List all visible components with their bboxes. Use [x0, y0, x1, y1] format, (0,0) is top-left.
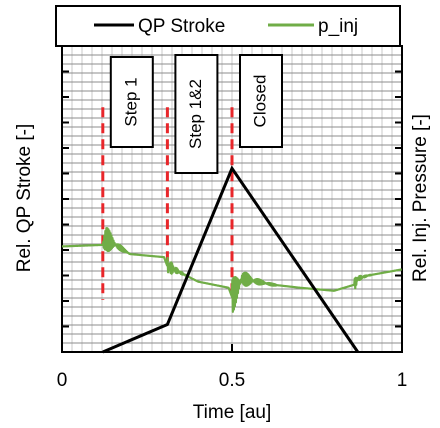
legend-label-p-inj: p_inj	[318, 16, 358, 37]
legend: QP Stroke p_inj	[55, 5, 401, 47]
x-tick-label: 0.5	[219, 370, 245, 391]
y-ticks-right	[395, 45, 402, 353]
series-line-p-inj	[61, 226, 403, 313]
x-ticks: 0 0.5 1	[57, 344, 408, 391]
x-tick-label: 1	[397, 370, 408, 391]
annotation-label: Closed	[250, 75, 269, 128]
y-axis-label-left: Rel. QP Stroke [-]	[14, 124, 35, 273]
x-tick-label: 0	[57, 370, 68, 391]
series-line-qp-stroke	[102, 165, 360, 354]
annotation-box	[239, 54, 283, 148]
y-ticks-left	[62, 45, 69, 353]
legend-label-qp-stroke: QP Stroke	[138, 16, 225, 37]
annotation-box	[109, 56, 154, 148]
annotation-label: Step 1	[121, 77, 140, 126]
y-axis-label-right: Rel. Inj. Pressure [-]	[410, 114, 431, 282]
series	[61, 165, 403, 354]
annotation-label: Step 1&2	[186, 79, 205, 149]
annotations: Step 1 Step 1&2 Closed	[101, 54, 283, 300]
x-axis-label: Time [au]	[193, 402, 272, 423]
annotation-box	[174, 54, 219, 174]
